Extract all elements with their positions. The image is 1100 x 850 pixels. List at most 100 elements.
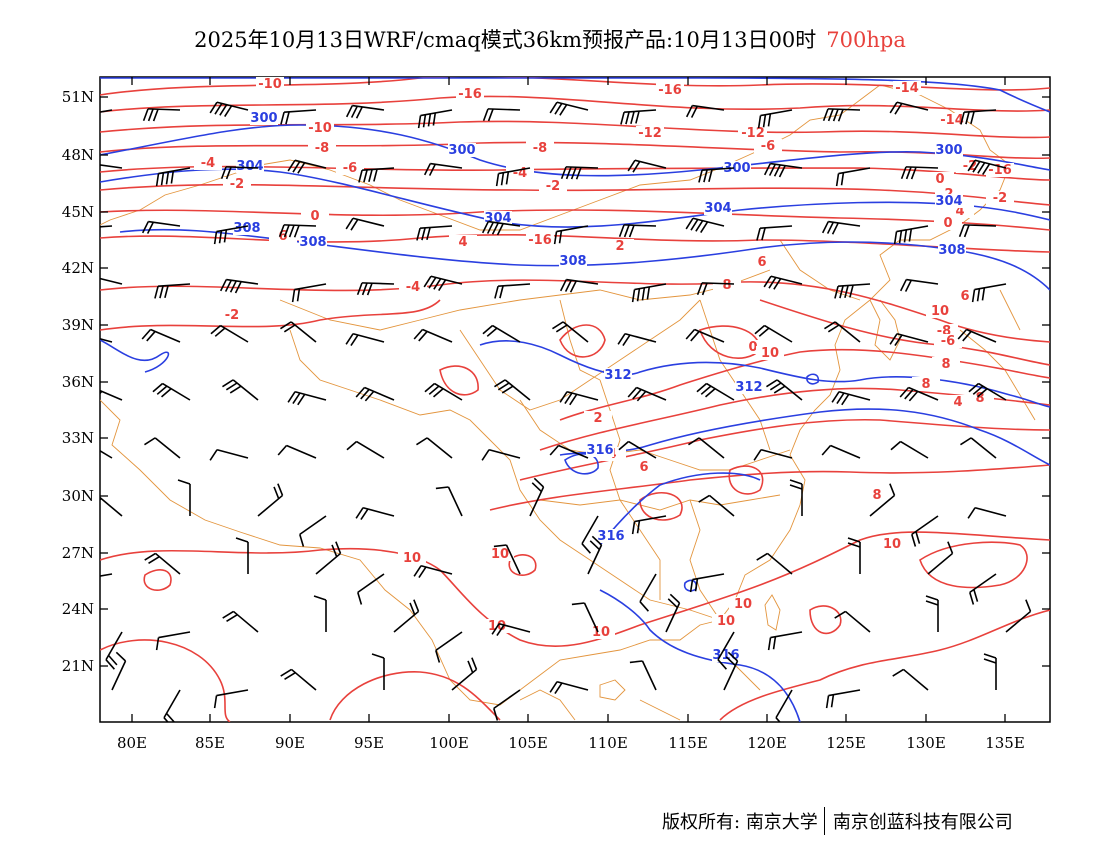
height-label: 316 — [586, 443, 613, 458]
wind-barb — [869, 483, 896, 517]
lon-label: 80E — [117, 734, 147, 752]
wind-barb — [100, 225, 113, 230]
isotherm-line — [508, 554, 537, 576]
contour-label-bg — [986, 191, 1014, 205]
wind-barb — [587, 535, 603, 575]
contour-label-bg — [712, 614, 740, 628]
height-line — [559, 408, 1050, 466]
hainan-island — [599, 679, 626, 701]
contour-label-bg — [935, 194, 963, 208]
wind-barb — [559, 390, 599, 406]
contour-label-bg — [449, 235, 477, 249]
contour-label-bg — [729, 597, 757, 611]
wind-barb — [210, 324, 249, 343]
wind-barb — [639, 573, 657, 612]
contour-label-bg — [584, 411, 612, 425]
contour-label-bg — [636, 126, 664, 140]
contour-label-bg — [893, 81, 921, 95]
contour-label-bg — [863, 488, 891, 502]
wind-barb — [821, 444, 861, 459]
lat-label: 45N — [62, 203, 94, 221]
temperature-label: -8 — [315, 141, 329, 156]
wind-barb — [763, 162, 803, 178]
contour-label-bg — [704, 201, 732, 215]
wind-barb — [152, 382, 191, 401]
temperature-label: -12 — [638, 126, 662, 141]
wind-barb — [278, 224, 317, 238]
contour-label-bg — [934, 216, 962, 230]
province-border-4 — [519, 399, 791, 471]
province-border-1 — [279, 269, 771, 331]
contour-label-bg — [597, 529, 625, 543]
wind-barb — [481, 220, 521, 236]
wind-barb — [235, 537, 249, 574]
wind-barb — [775, 689, 793, 722]
temperature-label: -10 — [308, 121, 332, 136]
contour-label-bg — [723, 161, 751, 175]
wind-barb — [481, 448, 521, 461]
wind-barb — [549, 680, 589, 695]
contour-label-bg — [926, 172, 954, 186]
height-line — [479, 340, 1050, 408]
temperature-label: 6 — [757, 255, 766, 270]
height-label: 312 — [604, 368, 631, 383]
wind-barb — [142, 108, 181, 122]
contour-label-bg — [526, 141, 554, 155]
isotherm-line — [143, 569, 172, 591]
wind-barb — [155, 631, 191, 651]
lat-label: 36N — [62, 373, 94, 391]
contour-label-bg — [606, 239, 634, 253]
contour-label-bg — [986, 163, 1014, 177]
contour-label-bg — [456, 87, 484, 101]
wind-barb — [756, 552, 793, 575]
wind-barb — [756, 225, 793, 241]
wind-barb — [357, 573, 385, 605]
wind-barb — [581, 515, 599, 554]
wind-barb — [560, 166, 599, 180]
contour-label-bg — [233, 221, 261, 235]
height-label: 304 — [704, 201, 731, 216]
contour-label-bg — [934, 334, 962, 348]
temperature-label: -2 — [546, 179, 560, 194]
wind-barb — [358, 167, 395, 183]
temperature-label: -2 — [225, 308, 239, 323]
temperature-label: 10 — [761, 346, 779, 361]
wind-barb — [491, 622, 531, 637]
wind-barb — [629, 660, 657, 691]
isotherm-line — [919, 541, 1028, 589]
contour-label-bg — [912, 377, 940, 391]
wind-barb — [141, 328, 181, 343]
wind-barb — [825, 689, 861, 709]
wind-barb — [753, 448, 793, 461]
wind-barb — [960, 437, 997, 459]
contour-label-bg — [756, 346, 784, 360]
height-label: 308 — [559, 254, 586, 269]
temperature-label: 6 — [960, 289, 969, 304]
wind-barb — [889, 101, 929, 115]
temperature-label: -14 — [940, 113, 964, 128]
wind-barb — [824, 321, 861, 343]
lon-label: 100E — [429, 734, 469, 752]
height-label: 308 — [233, 221, 260, 236]
height-line — [806, 373, 820, 385]
wind-barb — [345, 104, 385, 119]
wind-barb — [177, 479, 191, 516]
wind-barb — [696, 382, 735, 401]
contour-label-bg — [966, 391, 994, 405]
wind-barb — [631, 283, 667, 303]
contour-label-bg — [301, 209, 329, 223]
wind-barb — [100, 332, 113, 343]
wind-barb — [789, 479, 803, 516]
wind-barb — [847, 537, 861, 574]
height-label: 308 — [299, 235, 326, 250]
lon-label: 135E — [985, 734, 1025, 752]
contour-label-bg — [218, 308, 246, 322]
contour-label-bg — [398, 551, 426, 565]
contour-label-bg — [938, 113, 966, 127]
wind-barb — [911, 515, 939, 547]
temperature-label: 8 — [872, 488, 881, 503]
temperature-label: -14 — [895, 81, 919, 96]
wind-barb — [423, 162, 463, 176]
temperature-label: -4 — [406, 280, 420, 295]
